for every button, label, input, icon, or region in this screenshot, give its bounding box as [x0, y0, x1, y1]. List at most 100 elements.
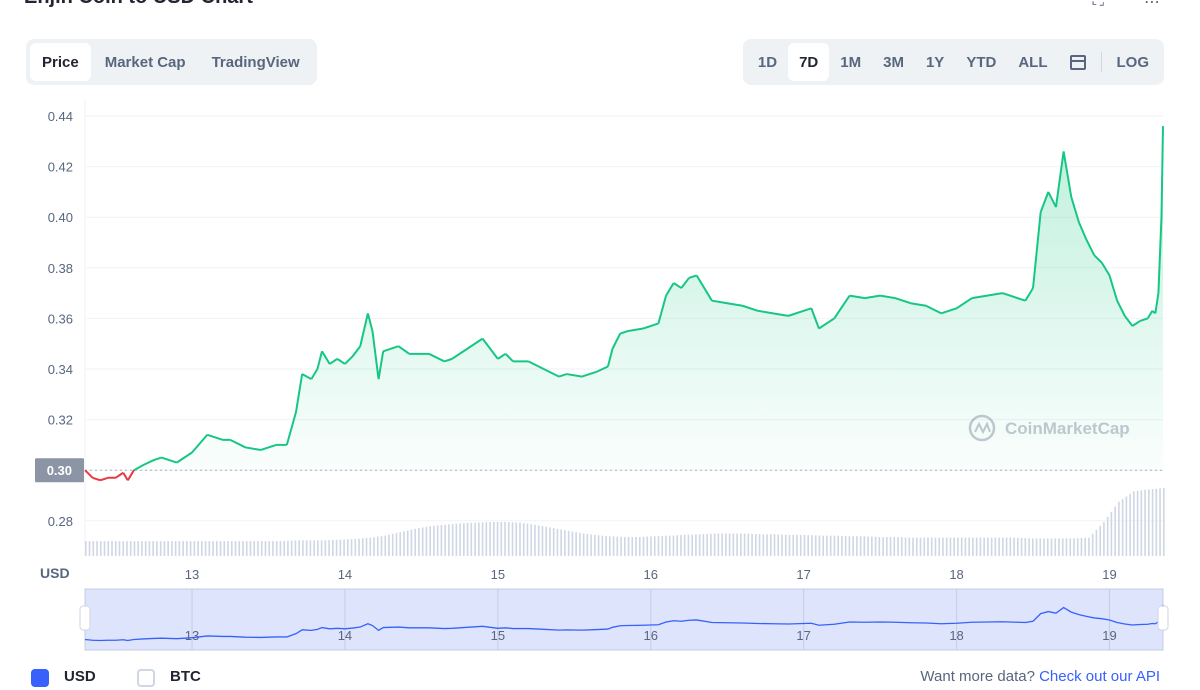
volume-bar — [627, 536, 630, 556]
volume-bar — [732, 533, 735, 556]
navigator-handle-left[interactable] — [79, 605, 91, 631]
volume-bar — [1091, 533, 1094, 556]
range-3m[interactable]: 3M — [883, 53, 904, 71]
volume-bar — [148, 541, 151, 556]
price-area — [85, 126, 1163, 471]
volume-bar — [511, 522, 514, 556]
volume-bar — [856, 536, 858, 556]
volume-bar — [552, 528, 555, 556]
volume-bar — [541, 526, 544, 556]
volume-bar — [358, 538, 360, 556]
volume-bar — [425, 526, 428, 556]
volume-bar — [938, 537, 941, 556]
volume-bar — [463, 523, 465, 556]
volume-bar — [481, 522, 484, 556]
volume-bar — [1144, 489, 1146, 556]
y-tick-label: 0.40 — [48, 210, 73, 225]
x-tick-label: 16 — [644, 567, 658, 582]
tab-price[interactable]: Price — [30, 43, 91, 81]
volume-bar — [1106, 516, 1109, 556]
range-7d[interactable]: 7D — [788, 43, 830, 81]
volume-bar — [174, 541, 177, 556]
usd-checkbox[interactable] — [31, 669, 49, 687]
volume-bar — [350, 539, 353, 556]
volume-bar — [197, 541, 199, 556]
range-1m[interactable]: 1M — [840, 53, 862, 71]
volume-bar — [380, 536, 383, 556]
volume-bar — [829, 535, 832, 556]
range-ytd[interactable]: YTD — [966, 53, 997, 71]
volume-bar — [376, 536, 379, 556]
log-toggle[interactable]: LOG — [1116, 53, 1150, 71]
volume-bar — [1080, 537, 1083, 556]
volume-bar — [1009, 537, 1012, 556]
volume-bar — [496, 522, 499, 556]
volume-bar — [504, 522, 506, 556]
range-tabs: 1D 7D 1M 3M 1Y YTD ALL LOG — [742, 39, 1164, 85]
volume-bar — [373, 537, 375, 556]
volume-bar — [1050, 538, 1053, 556]
volume-bar — [1069, 538, 1072, 556]
volume-bar — [717, 533, 720, 556]
volume-bar — [912, 537, 914, 556]
x-tick-label: 17 — [796, 567, 810, 582]
volume-bar — [522, 523, 525, 556]
volume-bar — [597, 535, 600, 556]
range-1y[interactable]: 1Y — [925, 53, 945, 71]
navigator-handle-right[interactable] — [1157, 605, 1169, 631]
btc-checkbox[interactable] — [137, 669, 155, 687]
volume-bar — [88, 541, 91, 556]
volume-bar — [571, 531, 574, 556]
volume-bar — [1129, 493, 1131, 556]
volume-bar — [111, 541, 113, 556]
volume-bar — [440, 525, 443, 556]
navigator-tick-label: 18 — [949, 628, 963, 643]
volume-bar — [537, 525, 540, 556]
volume-bar — [133, 541, 136, 556]
currency-label: USD — [40, 565, 70, 581]
volume-bar — [515, 522, 518, 556]
range-all[interactable]: ALL — [1018, 53, 1048, 71]
tab-tradingview[interactable]: TradingView — [211, 53, 300, 71]
volume-bar — [1039, 538, 1042, 556]
volume-bar — [833, 535, 836, 556]
volume-bar — [1035, 538, 1038, 556]
volume-bar — [242, 541, 244, 556]
volume-bar — [747, 533, 750, 556]
tab-market-cap[interactable]: Market Cap — [104, 53, 186, 71]
volume-bar — [919, 537, 922, 556]
volume-bar — [414, 528, 416, 556]
volume-bar — [762, 534, 765, 556]
api-link[interactable]: Check out our API — [1039, 668, 1160, 685]
volume-bar — [609, 536, 611, 556]
volume-bar — [189, 541, 192, 556]
volume-bar — [743, 533, 746, 556]
volume-bar — [238, 541, 241, 556]
volume-bar — [773, 534, 776, 556]
volume-bar — [792, 534, 795, 556]
volume-bar — [799, 534, 802, 556]
volume-bar — [1110, 511, 1113, 556]
navigator-tick-label: 16 — [644, 628, 658, 643]
navigator-window — [84, 588, 1164, 651]
fullscreen-icon[interactable]: ⛶ — [1092, 0, 1104, 9]
volume-bar — [1114, 506, 1116, 556]
volume-bar — [635, 536, 637, 556]
more-icon[interactable]: ⋯ — [1144, 0, 1160, 11]
volume-bar — [668, 535, 671, 556]
volume-bar — [107, 541, 110, 556]
volume-bar — [163, 541, 166, 556]
volume-bar — [137, 541, 140, 556]
volume-bar — [1155, 488, 1158, 556]
volume-bar — [638, 536, 641, 556]
volume-bar — [972, 537, 974, 556]
range-1d[interactable]: 1D — [757, 53, 778, 71]
volume-bar — [1073, 538, 1075, 556]
volume-bar — [478, 522, 480, 556]
volume-bar — [144, 541, 147, 556]
date-range-button[interactable] — [1059, 43, 1097, 81]
x-tick-label: 13 — [185, 567, 199, 582]
volume-bar — [279, 541, 282, 556]
volume-bar — [223, 541, 226, 556]
chart-type-tabs: Price Market Cap TradingView — [26, 39, 317, 85]
